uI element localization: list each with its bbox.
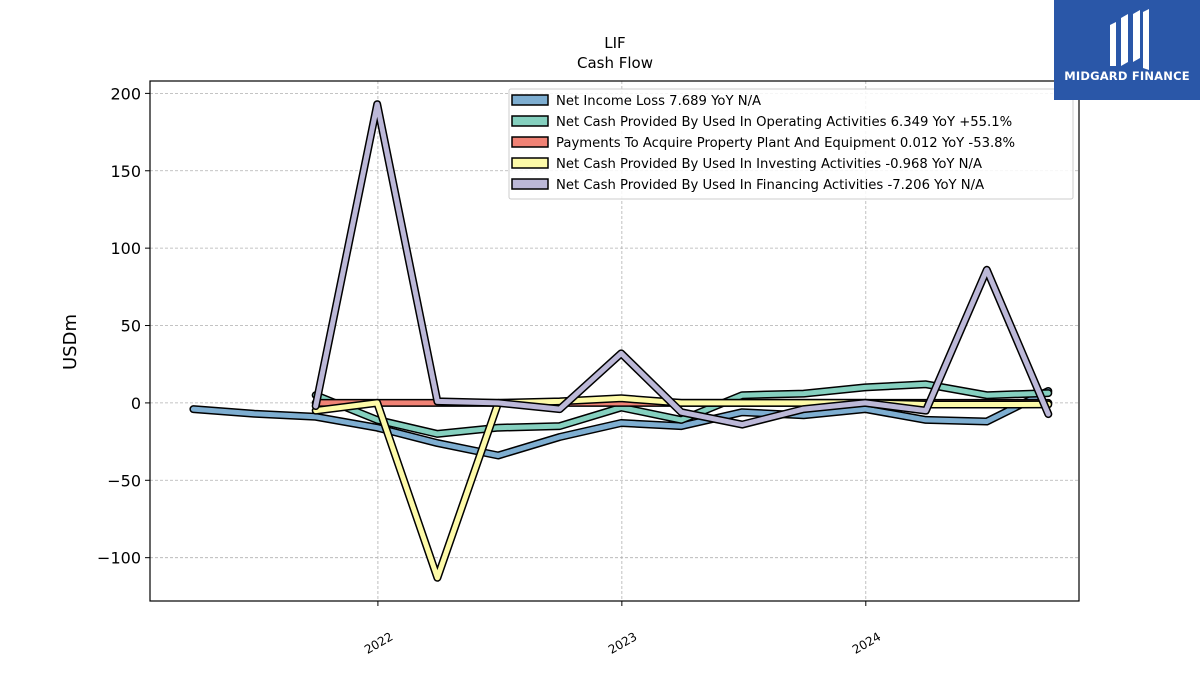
series-0 xyxy=(189,387,1053,460)
legend-label: Net Cash Provided By Used In Investing A… xyxy=(556,157,982,172)
y-tick-label: 100 xyxy=(110,239,141,258)
legend-swatch xyxy=(511,157,549,169)
series-line xyxy=(313,101,1051,428)
series-layer xyxy=(189,100,1053,582)
y-tick-label: 150 xyxy=(110,162,141,181)
series-4 xyxy=(311,100,1053,429)
logo-text: MIDGARD FINANCE xyxy=(1064,69,1190,83)
y-axis-label: USDm xyxy=(60,314,81,370)
series-line xyxy=(313,381,1051,437)
y-tick-label: 0 xyxy=(131,394,141,413)
legend-label: Net Income Loss 7.689 YoY N/A xyxy=(556,94,761,109)
series-1 xyxy=(311,380,1053,438)
chart-subtitle: Cash Flow xyxy=(577,54,653,72)
legend-swatch xyxy=(511,94,549,106)
legend-frame xyxy=(508,88,1074,200)
legend-label: Payments To Acquire Property Plant And E… xyxy=(556,136,1015,151)
logo-mark-icon xyxy=(1110,9,1149,70)
legend-label: Net Cash Provided By Used In Operating A… xyxy=(556,115,1012,130)
midgard-finance-logo: MIDGARD FINANCE xyxy=(1054,0,1200,100)
legend-swatch xyxy=(511,115,549,127)
y-tick-label: −50 xyxy=(107,471,141,490)
chart-title: LIF xyxy=(604,34,625,52)
legend-swatch xyxy=(511,178,549,190)
legend-swatch xyxy=(511,136,549,148)
legend: Net Income Loss 7.689 YoY N/A Net Cash Pr… xyxy=(508,88,1074,200)
series-line xyxy=(190,388,1051,458)
y-tick-label: 50 xyxy=(121,317,141,336)
plot-frame xyxy=(149,80,1080,602)
legend-label: Net Cash Provided By Used In Financing A… xyxy=(556,178,984,193)
y-tick-label: −100 xyxy=(97,549,141,568)
y-tick-label: 200 xyxy=(110,84,141,103)
